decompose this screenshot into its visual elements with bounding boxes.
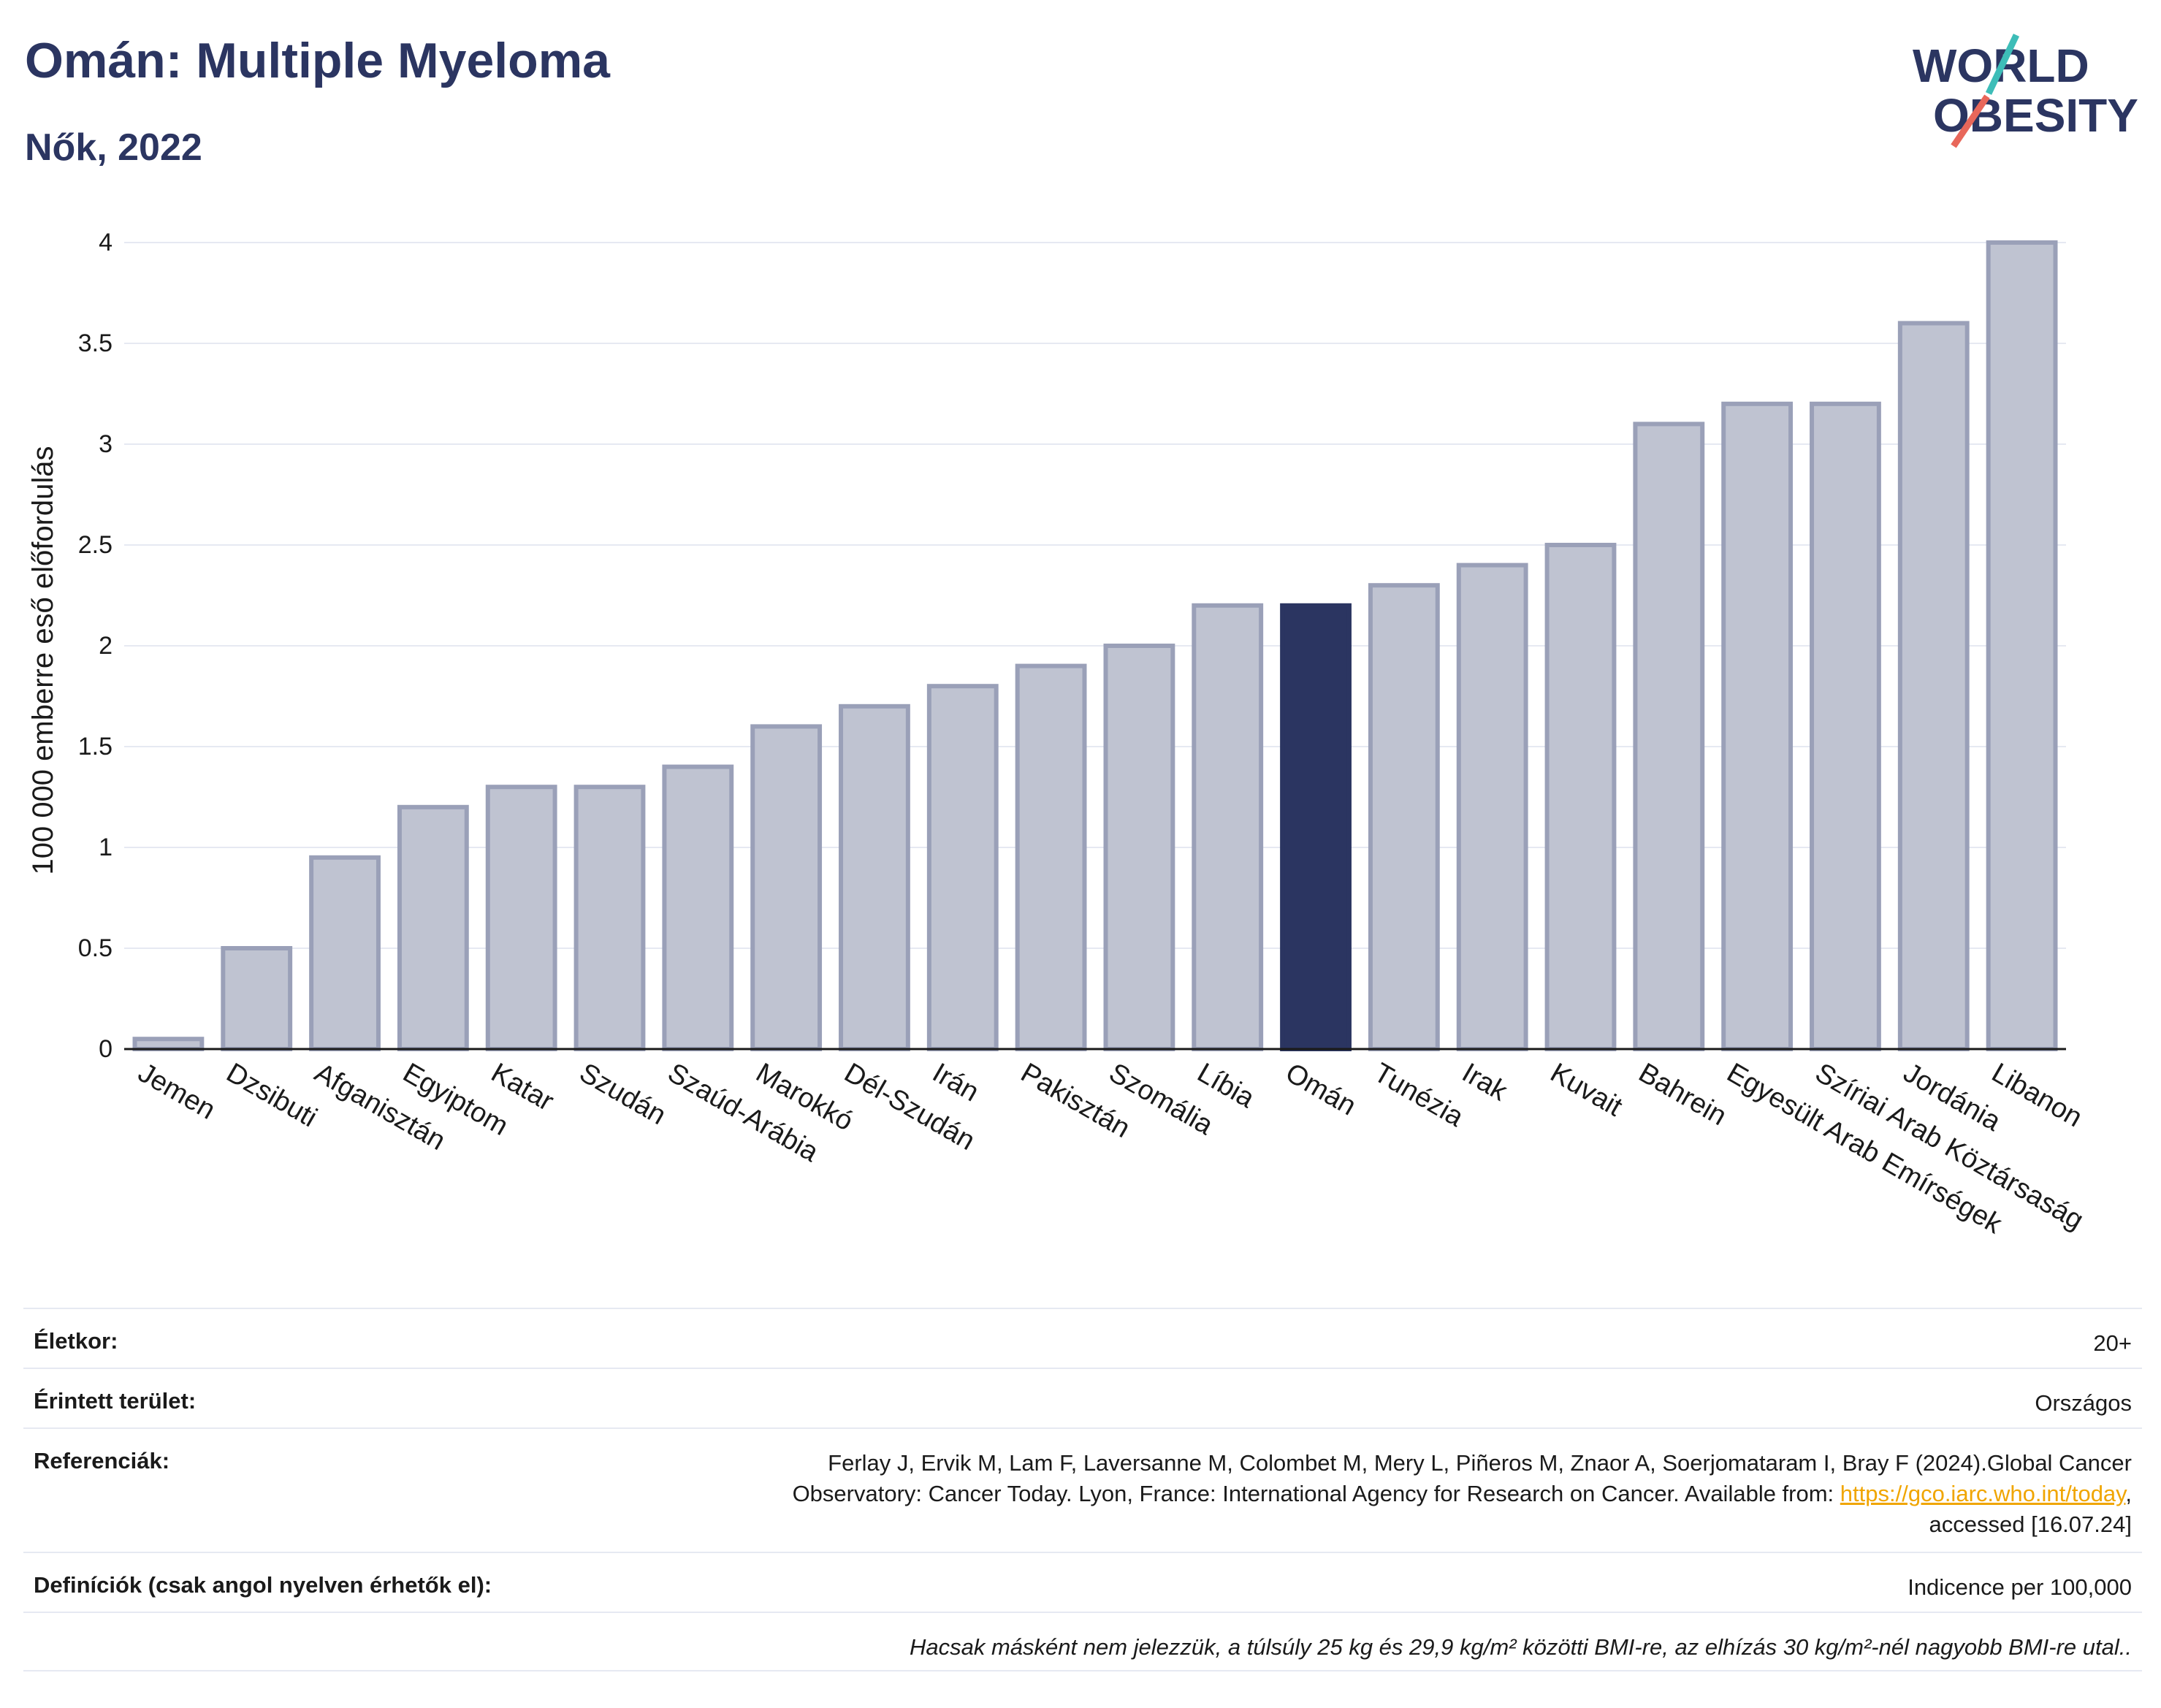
bar-chart: 0 0.5 1 1.5 2 2.5 3 3.5 4 Jemen DzsibutiAfganiszt…	[27, 229, 2089, 1240]
logo-slash-red	[1951, 94, 1990, 148]
chart-title: Omán: Multiple Myeloma	[25, 33, 610, 88]
reference-line1: Ferlay J, Ervik M, Lam F, Laversanne M, …	[828, 1450, 2132, 1476]
bar-12	[1192, 603, 1264, 1051]
bar-11	[1103, 644, 1175, 1051]
y-tick-label: 2.5	[78, 531, 113, 559]
references-value: Ferlay J, Ervik M, Lam F, Laversanne M, …	[793, 1448, 2132, 1552]
bar-6	[662, 764, 734, 1051]
row-area: Érintett terület: Országos	[23, 1368, 2142, 1427]
logo-slash-teal	[1985, 34, 2020, 95]
area-label: Érintett terület:	[34, 1388, 197, 1414]
chart-subtitle: Nők, 2022	[25, 126, 202, 169]
x-tick-label: Omán	[1281, 1057, 1362, 1121]
bar-9	[926, 684, 999, 1051]
bar-7	[750, 724, 823, 1052]
y-tick-label: 3.5	[78, 329, 113, 357]
y-tick-label: 1	[99, 834, 113, 861]
x-tick-label: Dzsibuti	[221, 1057, 322, 1133]
age-value: 20+	[2093, 1330, 2132, 1356]
y-tick-label: 3	[99, 430, 113, 458]
row-age: Életkor: 20+	[23, 1308, 2142, 1368]
row-references: Referenciák: Ferlay J, Ervik M, Lam F, L…	[23, 1427, 2142, 1552]
logo-line2: OBESITY	[1933, 89, 2138, 142]
bar-1	[221, 946, 293, 1051]
y-axis-label: 100 000 emberre eső előfordulás	[27, 446, 59, 874]
bar-14	[1368, 583, 1440, 1051]
x-tick-label: Tunézia	[1368, 1057, 1469, 1133]
definitions-value: Indicence per 100,000	[1907, 1574, 2132, 1600]
bar-10	[1015, 663, 1087, 1051]
world-obesity-logo: WORLD OBESITY	[1913, 34, 2138, 148]
reference-line3: accessed [16.07.24]	[1929, 1511, 2132, 1537]
x-tick-label: Jemen	[133, 1057, 221, 1125]
bar-4	[485, 785, 557, 1051]
bar-19	[1810, 401, 1881, 1051]
info-table: Életkor: 20+ Érintett terület: Országos …	[23, 1308, 2142, 1671]
bar-21	[1986, 240, 2058, 1051]
row-note: Hacsak másként nem jelezzük, a túlsúly 2…	[23, 1612, 2142, 1671]
footnote: Hacsak másként nem jelezzük, a túlsúly 2…	[910, 1634, 2132, 1660]
bar-3	[397, 804, 469, 1052]
reference-line2-end: ,	[2125, 1481, 2132, 1506]
y-tick-label: 1.5	[78, 733, 113, 760]
bar-17	[1633, 422, 1705, 1051]
y-tick-label: 0	[99, 1035, 113, 1063]
area-value: Országos	[2035, 1390, 2132, 1416]
bars	[132, 240, 2058, 1052]
x-tick-label: Irak	[1457, 1057, 1513, 1107]
bar-16	[1544, 543, 1617, 1051]
reference-link[interactable]: https://gco.iarc.who.int/today	[1840, 1481, 2126, 1506]
reference-line2: Observatory: Cancer Today. Lyon, France:…	[792, 1481, 1840, 1506]
y-tick-label: 0.5	[78, 934, 113, 962]
x-tick-label: Libanon	[1986, 1057, 2087, 1133]
age-label: Életkor:	[34, 1328, 118, 1354]
bar-2	[309, 855, 381, 1052]
y-tick-label: 4	[99, 229, 113, 256]
bar-20	[1897, 321, 1970, 1051]
x-tick-label: Irán	[927, 1057, 984, 1107]
x-tick-label: Bahrein	[1634, 1057, 1731, 1132]
definitions-label: Definíciók (csak angol nyelven érhetők e…	[34, 1572, 492, 1598]
bar-18	[1721, 401, 1794, 1051]
bar-8	[839, 704, 910, 1051]
references-label: Referenciák:	[34, 1448, 170, 1473]
x-tick-label: Szudán	[574, 1057, 671, 1131]
bar-15	[1456, 563, 1528, 1051]
row-definitions: Definíciók (csak angol nyelven érhetők e…	[23, 1552, 2142, 1612]
bar-13	[1280, 603, 1352, 1051]
x-tick-label: Kuvait	[1545, 1057, 1628, 1122]
y-tick-label: 2	[99, 632, 113, 660]
y-tick-labels: 0 0.5 1 1.5 2 2.5 3 3.5 4	[78, 229, 113, 1063]
x-tick-label: Szaúd-Arábia	[663, 1057, 824, 1168]
bar-0	[132, 1037, 205, 1051]
bar-5	[573, 785, 646, 1051]
